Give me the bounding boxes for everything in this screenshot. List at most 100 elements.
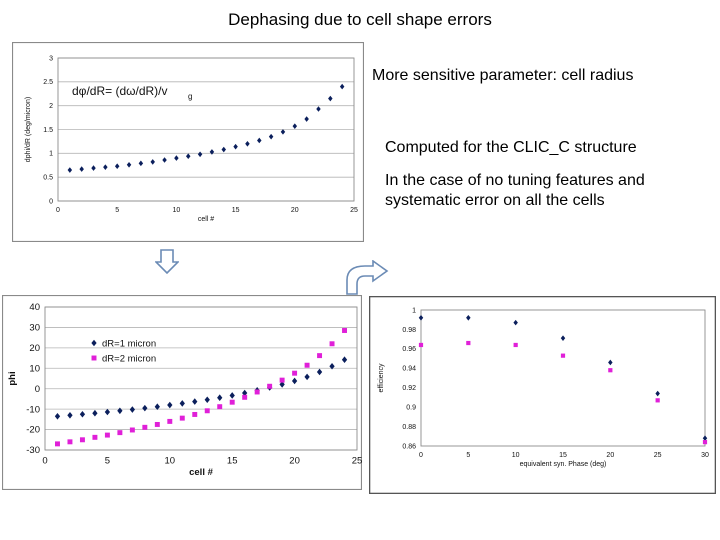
legend-label: dR=2 micron	[102, 354, 156, 365]
x-tick-label: 5	[466, 452, 470, 459]
y-tick-label: 0.5	[43, 175, 53, 182]
data-point-dr-2-micron	[129, 427, 135, 433]
data-point-dr-2-micron	[117, 430, 123, 436]
data-point-dr-2-micron	[317, 353, 323, 359]
data-point-squares	[418, 342, 424, 348]
chart-dphi-dr: 0 0.5 1 1.5 2 2.5 3 0 5 10 15 20 25 cell # dphi/dR (de…	[12, 42, 364, 242]
y-tick-label: 30	[29, 323, 40, 334]
data-point-dr-1-micron	[229, 392, 235, 399]
data-point-dr-2-micron	[167, 418, 173, 424]
plot-area	[420, 309, 706, 447]
curved-arrow-icon	[346, 260, 389, 295]
y-tick-label: 1	[49, 151, 53, 158]
note-no-tuning: In the case of no tuning features and sy…	[385, 172, 645, 209]
x-tick-label: 10	[165, 456, 176, 467]
data-point-dphi-dr	[79, 166, 84, 172]
chart-phi-vs-cell: -30 -20 -10 0 10 20 30 40 0 5 10 15 20 25 cell # phi dR=…	[2, 295, 362, 490]
data-point-diamonds	[702, 435, 708, 442]
y-axis-label: efficiency	[378, 363, 385, 393]
data-point-dr-2-micron	[267, 383, 273, 389]
data-point-squares	[608, 368, 613, 373]
data-point-dphi-dr	[304, 116, 309, 122]
y-tick-label: 0.96	[402, 346, 416, 353]
y-tick-label: 1.5	[43, 127, 53, 134]
data-point-squares	[702, 440, 708, 445]
data-point-squares	[466, 340, 471, 346]
legend-label: dR=1 micron	[102, 339, 156, 350]
note-sensitive-parameter: More sensitive parameter: cell radius	[372, 67, 634, 84]
data-point-diamonds	[418, 314, 424, 321]
data-point-dr-1-micron	[279, 381, 285, 388]
y-tick-label: -20	[26, 425, 40, 436]
data-point-dr-1-micron	[192, 398, 198, 405]
data-point-dr-1-micron	[79, 410, 86, 418]
x-tick-label: 30	[701, 452, 709, 459]
x-tick-label: 25	[654, 452, 662, 459]
y-tick-label: 20	[29, 343, 40, 354]
data-point-dr-1-micron	[217, 394, 223, 402]
data-point-dr-1-micron	[67, 411, 73, 419]
data-point-dr-2-micron	[292, 370, 298, 376]
x-tick-label: 10	[173, 207, 181, 214]
y-tick-label: -30	[26, 445, 40, 456]
y-tick-label: 2	[49, 103, 53, 110]
data-point-dr-2-micron	[279, 377, 285, 383]
data-point-dphi-dr	[114, 163, 120, 170]
data-point-dphi-dr	[328, 95, 333, 102]
data-point-dr-2-micron	[192, 411, 198, 417]
x-tick-label: 15	[559, 452, 567, 459]
data-point-dr-2-micron	[217, 404, 223, 410]
y-tick-label: 40	[29, 302, 40, 313]
data-point-dr-2-micron	[104, 432, 110, 438]
note-computed-structure: Computed for the CLIC_C structure	[385, 139, 637, 156]
x-tick-label: 0	[56, 207, 60, 214]
formula-annotation-sub: g	[188, 92, 192, 101]
x-tick-label: 15	[232, 207, 240, 214]
plot-area	[57, 57, 355, 202]
y-tick-label: 3	[49, 55, 53, 62]
y-tick-label: 0	[35, 384, 40, 395]
y-tick-label: -10	[26, 404, 40, 415]
data-point-dphi-dr	[67, 167, 73, 173]
data-point-dr-2-micron	[92, 434, 98, 440]
data-point-dr-2-micron	[329, 341, 335, 347]
legend-marker	[91, 355, 97, 361]
data-point-dr-2-micron	[304, 362, 310, 368]
data-point-diamonds	[655, 390, 660, 397]
x-tick-label: 0	[42, 456, 47, 467]
data-point-dr-2-micron	[229, 399, 235, 405]
data-point-dphi-dr	[174, 155, 179, 161]
data-point-dphi-dr	[103, 164, 108, 170]
y-tick-label: 2.5	[43, 79, 53, 86]
x-axis-label: cell #	[189, 467, 213, 478]
data-point-dphi-dr	[292, 123, 298, 129]
data-point-dphi-dr	[316, 106, 321, 112]
x-tick-label: 25	[350, 207, 358, 214]
data-point-squares	[513, 342, 518, 348]
y-tick-label: 0.98	[402, 327, 416, 334]
x-tick-label: 10	[512, 452, 520, 459]
y-tick-label: 1	[412, 307, 416, 314]
data-point-dr-2-micron	[67, 439, 73, 445]
data-point-dr-2-micron	[179, 415, 185, 421]
x-tick-label: 20	[606, 452, 614, 459]
chart-frame	[12, 42, 364, 242]
data-point-dr-1-micron	[329, 362, 335, 370]
data-point-dr-2-micron	[204, 408, 210, 414]
x-tick-label: 20	[291, 207, 299, 214]
x-tick-label: 25	[352, 456, 362, 467]
x-tick-label: 0	[419, 452, 423, 459]
data-point-dr-2-micron	[142, 424, 148, 430]
data-point-dphi-dr	[126, 161, 132, 168]
data-point-dr-1-micron	[129, 406, 135, 413]
x-tick-label: 5	[105, 456, 110, 467]
x-tick-label: 5	[115, 207, 119, 214]
y-tick-label: 0	[49, 198, 53, 205]
x-axis-label: cell #	[198, 216, 214, 223]
y-tick-label: 0.92	[402, 385, 416, 392]
y-tick-label: 0.94	[402, 366, 416, 373]
plot-area	[44, 306, 358, 451]
y-tick-label: 0.88	[402, 424, 416, 431]
data-point-dr-1-micron	[92, 409, 98, 417]
